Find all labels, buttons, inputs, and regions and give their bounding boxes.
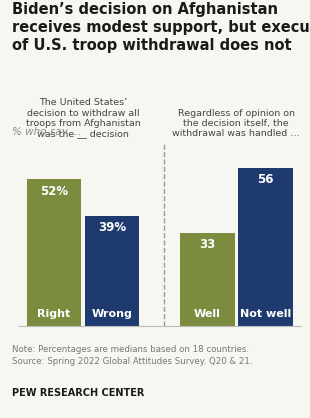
Text: Right: Right [38, 309, 71, 319]
Text: Well: Well [194, 309, 221, 319]
Text: % who say …: % who say … [12, 127, 82, 138]
Text: Wrong: Wrong [91, 309, 132, 319]
Text: 56: 56 [257, 173, 273, 186]
Text: 33: 33 [199, 238, 215, 251]
Text: Not well: Not well [240, 309, 291, 319]
Text: Regardless of opinion on
the decision itself, the
withdrawal was handled …: Regardless of opinion on the decision it… [172, 109, 300, 138]
Text: Note: Percentages are medians based on 18 countries.
Source: Spring 2022 Global : Note: Percentages are medians based on 1… [12, 345, 253, 366]
Text: The United States’
decision to withdraw all
troops from Afghanistan
was the __ d: The United States’ decision to withdraw … [26, 98, 140, 138]
Bar [27, 179, 81, 326]
Text: PEW RESEARCH CENTER: PEW RESEARCH CENTER [12, 388, 145, 398]
Text: Biden’s decision on Afghanistan
receives modest support, but execution
of U.S. t: Biden’s decision on Afghanistan receives… [12, 2, 310, 53]
Text: 39%: 39% [98, 222, 126, 234]
Text: 52%: 52% [40, 185, 68, 198]
Bar [85, 216, 139, 326]
Bar [238, 168, 293, 326]
Bar [180, 233, 235, 326]
